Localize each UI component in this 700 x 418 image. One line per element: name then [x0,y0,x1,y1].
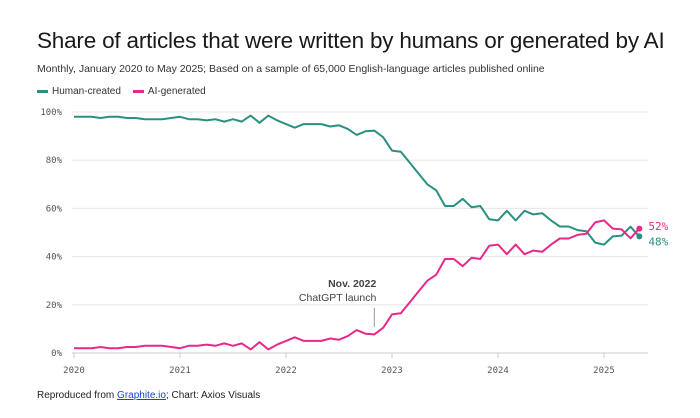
source-suffix: ; Chart: Axios Visuals [165,390,261,401]
x-tick-label: 2023 [381,366,403,376]
legend-label-human: Human-created [52,86,121,97]
end-label-human: 48% [648,236,668,249]
legend: Human-created AI-generated [37,86,206,97]
x-tick-label: 2020 [63,366,85,376]
annotation-title: Nov. 2022 [328,278,376,290]
source-note: Reproduced from Graphite.io; Chart: Axio… [37,390,260,401]
y-tick-label: 40% [46,253,63,263]
x-tick-label: 2025 [593,366,615,376]
y-tick-label: 60% [46,204,63,214]
x-tick-label: 2022 [275,366,297,376]
chart-title: Share of articles that were written by h… [37,28,665,53]
y-tick-label: 20% [46,301,63,311]
legend-swatch-ai [132,90,144,93]
series-line-ai [74,219,641,351]
x-tick-label: 2021 [169,366,191,376]
series-line-human [74,114,641,246]
legend-label-ai: AI-generated [147,86,206,97]
end-label-ai: 52% [648,220,668,233]
source-prefix: Reproduced from [37,390,118,401]
legend-item-human: Human-created [37,86,121,97]
legend-swatch-human [37,90,48,93]
y-tick-label: 0% [51,349,62,359]
end-point-ai [636,225,643,232]
x-tick-label: 2024 [487,366,509,376]
graphite-link[interactable]: Graphite.io [117,390,166,401]
chart-subtitle: Monthly, January 2020 to May 2025; Based… [37,63,545,75]
y-tick-label: 80% [46,156,63,166]
y-tick-label: 100% [40,108,62,118]
annotation-text: ChatGPT launch [299,292,377,304]
end-point-human [636,233,643,240]
legend-item-ai: AI-generated [132,86,206,97]
